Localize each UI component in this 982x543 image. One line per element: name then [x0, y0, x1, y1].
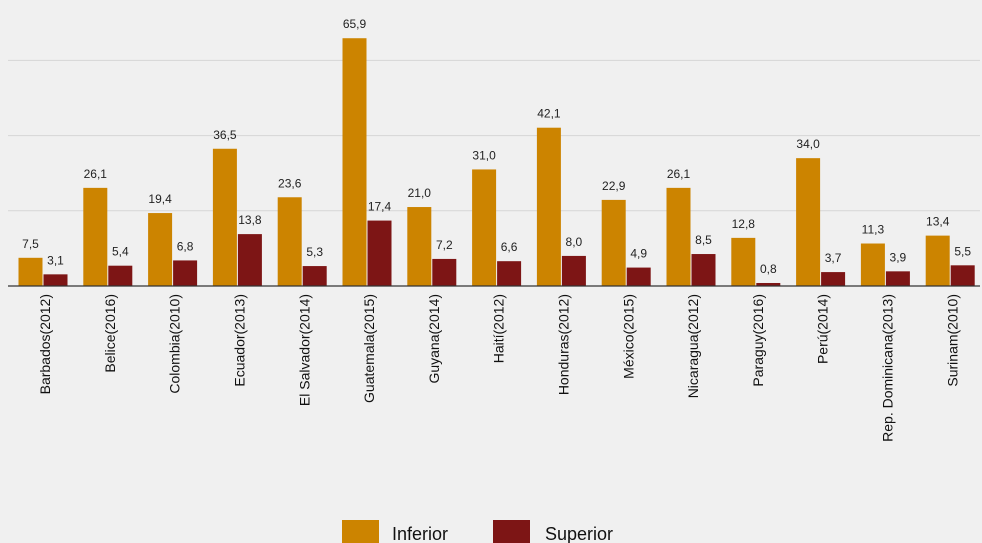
data-label-superior-2: 6,8 — [177, 239, 194, 253]
legend-swatch-superior — [493, 520, 530, 543]
data-label-superior-6: 7,2 — [436, 238, 453, 252]
data-label-inferior-4: 23,6 — [278, 176, 302, 190]
data-label-superior-10: 8,5 — [695, 233, 712, 247]
bar-inferior-13 — [860, 243, 885, 286]
legend-label-superior: Superior — [545, 524, 613, 543]
bar-superior-11 — [756, 282, 781, 286]
bar-superior-1 — [108, 265, 133, 286]
bar-superior-10 — [691, 254, 716, 286]
x-tick-label-10: Nicaragua(2012) — [685, 294, 701, 398]
x-tick-label-5: Guatemala(2015) — [361, 294, 377, 403]
bar-superior-8 — [561, 255, 586, 286]
bar-superior-3 — [237, 234, 262, 286]
data-label-inferior-3: 36,5 — [213, 128, 237, 142]
bar-superior-12 — [821, 272, 846, 286]
data-label-superior-0: 3,1 — [47, 253, 64, 267]
x-tick-label-9: México(2015) — [620, 294, 636, 379]
bar-inferior-10 — [666, 187, 691, 286]
data-label-superior-7: 6,6 — [501, 240, 518, 254]
bar-inferior-14 — [925, 235, 950, 286]
data-label-superior-8: 8,0 — [566, 235, 583, 249]
x-tick-label-11: Paraguy(2016) — [750, 294, 766, 387]
bar-inferior-6 — [407, 207, 432, 286]
data-label-superior-5: 17,4 — [368, 200, 392, 214]
x-tick-label-14: Surinam(2010) — [944, 294, 960, 387]
bar-superior-4 — [302, 266, 327, 286]
bar-inferior-3 — [212, 148, 237, 286]
bar-superior-13 — [885, 271, 910, 286]
data-label-inferior-9: 22,9 — [602, 179, 626, 193]
bar-superior-9 — [626, 267, 651, 286]
data-label-superior-13: 3,9 — [890, 250, 907, 264]
data-label-superior-12: 3,7 — [825, 251, 842, 265]
data-label-inferior-8: 42,1 — [537, 107, 561, 121]
x-tick-label-3: Ecuador(2013) — [232, 294, 248, 387]
bar-inferior-0 — [18, 257, 43, 286]
data-label-inferior-0: 7,5 — [22, 237, 39, 251]
bar-superior-0 — [43, 274, 68, 286]
data-label-superior-3: 13,8 — [238, 213, 262, 227]
bar-inferior-2 — [148, 213, 173, 286]
data-label-inferior-10: 26,1 — [667, 167, 691, 181]
bar-inferior-9 — [601, 199, 626, 286]
data-label-inferior-12: 34,0 — [796, 137, 820, 151]
legend-label-inferior: Inferior — [392, 524, 448, 543]
bar-superior-7 — [497, 261, 522, 286]
bar-superior-6 — [432, 258, 457, 286]
data-label-superior-14: 5,5 — [954, 244, 971, 258]
x-tick-label-6: Guyana(2014) — [426, 294, 442, 384]
x-tick-label-4: El Salvador(2014) — [296, 294, 312, 406]
bar-inferior-1 — [83, 187, 108, 286]
x-tick-label-12: Perú(2014) — [815, 294, 831, 364]
bar-inferior-5 — [342, 38, 367, 286]
bars — [18, 38, 975, 286]
x-tick-label-0: Barbados(2012) — [37, 294, 53, 394]
x-tick-label-7: Haití(2012) — [491, 294, 507, 363]
legend: Inferior Superior — [342, 520, 613, 543]
x-tick-label-2: Colombia(2010) — [167, 294, 183, 394]
x-axis: Barbados(2012) Belice(2016) Colombia(2010)… — [8, 285, 980, 442]
data-label-inferior-14: 13,4 — [926, 215, 950, 229]
x-tick-label-1: Belice(2016) — [102, 294, 118, 373]
bar-inferior-12 — [796, 158, 821, 286]
data-label-superior-9: 4,9 — [630, 247, 647, 261]
data-label-inferior-1: 26,1 — [84, 167, 108, 181]
bar-inferior-8 — [536, 127, 561, 286]
bar-inferior-7 — [472, 169, 497, 286]
bar-inferior-11 — [731, 237, 756, 286]
data-label-inferior-6: 21,0 — [408, 186, 432, 200]
x-tick-label-13: Rep. Dominicana(2013) — [880, 294, 896, 442]
data-label-inferior-5: 65,9 — [343, 17, 367, 31]
data-label-superior-11: 0,8 — [760, 262, 777, 276]
bar-superior-14 — [950, 265, 975, 286]
legend-swatch-inferior — [342, 520, 379, 543]
data-label-superior-4: 5,3 — [306, 245, 323, 259]
data-label-inferior-7: 31,0 — [472, 148, 496, 162]
data-label-inferior-11: 12,8 — [732, 217, 756, 231]
bar-inferior-4 — [277, 197, 302, 286]
data-label-inferior-2: 19,4 — [148, 192, 172, 206]
data-labels: 7,5 26,1 19,4 36,5 23,6 65,9 21,0 31,0 42,1 22,9 2… — [22, 17, 971, 276]
bar-superior-5 — [367, 220, 392, 286]
bar-superior-2 — [173, 260, 198, 286]
x-tick-label-8: Honduras(2012) — [556, 294, 572, 395]
data-label-inferior-13: 11,3 — [862, 223, 885, 237]
data-label-superior-1: 5,4 — [112, 245, 129, 259]
